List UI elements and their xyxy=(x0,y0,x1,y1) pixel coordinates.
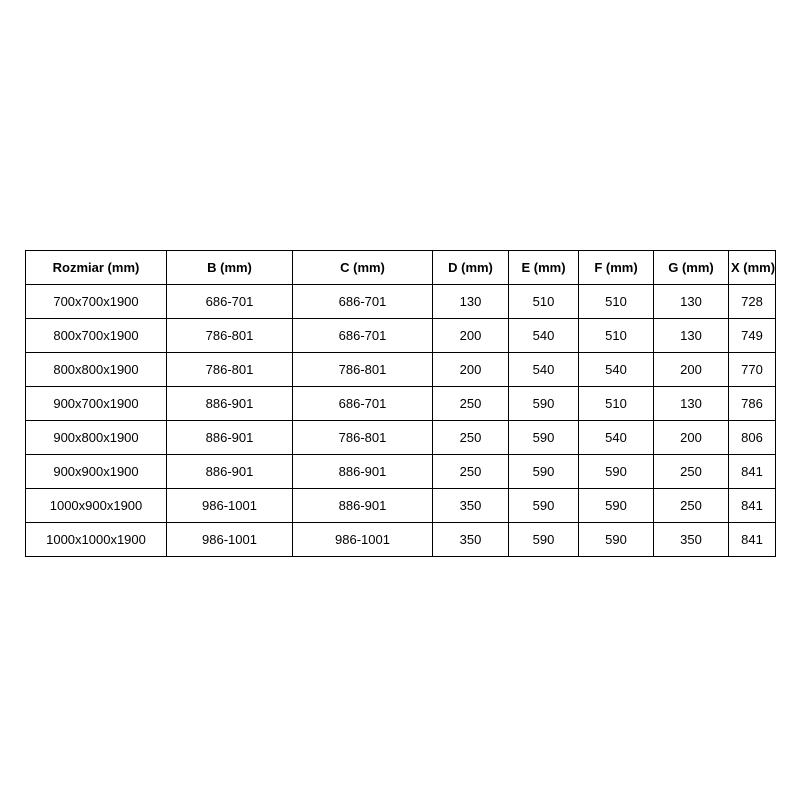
cell-x: 841 xyxy=(728,488,776,523)
cell-size: 1000x1000x1900 xyxy=(25,522,167,557)
cell-size: 700x700x1900 xyxy=(25,284,167,319)
table-row: 1000x1000x1900 986-1001 986-1001 350 590… xyxy=(25,522,776,557)
cell-b: 686-701 xyxy=(166,284,293,319)
cell-e: 590 xyxy=(508,488,579,523)
cell-f: 510 xyxy=(578,318,654,353)
cell-x: 770 xyxy=(728,352,776,387)
cell-d: 350 xyxy=(432,488,509,523)
cell-e: 590 xyxy=(508,386,579,421)
cell-x: 728 xyxy=(728,284,776,319)
cell-g: 250 xyxy=(653,488,729,523)
cell-size: 1000x900x1900 xyxy=(25,488,167,523)
cell-size: 900x900x1900 xyxy=(25,454,167,489)
cell-b: 786-801 xyxy=(166,352,293,387)
cell-c: 686-701 xyxy=(292,386,433,421)
cell-f: 540 xyxy=(578,420,654,455)
table-header: Rozmiar (mm) B (mm) C (mm) D (mm) E (mm)… xyxy=(25,250,776,285)
cell-e: 540 xyxy=(508,318,579,353)
cell-c: 786-801 xyxy=(292,420,433,455)
cell-x: 841 xyxy=(728,454,776,489)
cell-f: 590 xyxy=(578,488,654,523)
table-body: 700x700x1900 686-701 686-701 130 510 510… xyxy=(25,284,776,557)
cell-c: 786-801 xyxy=(292,352,433,387)
cell-b: 786-801 xyxy=(166,318,293,353)
cell-c: 686-701 xyxy=(292,284,433,319)
cell-b: 986-1001 xyxy=(166,488,293,523)
column-header-c: C (mm) xyxy=(292,250,433,285)
cell-g: 130 xyxy=(653,386,729,421)
table-row: 900x900x1900 886-901 886-901 250 590 590… xyxy=(25,454,776,489)
cell-g: 250 xyxy=(653,454,729,489)
shower-enclosure-dimensions-table: Rozmiar (mm) B (mm) C (mm) D (mm) E (mm)… xyxy=(25,250,776,557)
cell-d: 130 xyxy=(432,284,509,319)
cell-f: 590 xyxy=(578,522,654,557)
cell-e: 590 xyxy=(508,522,579,557)
cell-size: 800x700x1900 xyxy=(25,318,167,353)
table-row: 1000x900x1900 986-1001 886-901 350 590 5… xyxy=(25,488,776,523)
cell-e: 510 xyxy=(508,284,579,319)
table-row: 900x700x1900 886-901 686-701 250 590 510… xyxy=(25,386,776,421)
cell-x: 841 xyxy=(728,522,776,557)
column-header-f: F (mm) xyxy=(578,250,654,285)
cell-b: 986-1001 xyxy=(166,522,293,557)
cell-g: 130 xyxy=(653,318,729,353)
cell-e: 590 xyxy=(508,454,579,489)
cell-b: 886-901 xyxy=(166,454,293,489)
cell-f: 510 xyxy=(578,284,654,319)
cell-x: 749 xyxy=(728,318,776,353)
cell-size: 800x800x1900 xyxy=(25,352,167,387)
cell-g: 130 xyxy=(653,284,729,319)
cell-c: 986-1001 xyxy=(292,522,433,557)
column-header-b: B (mm) xyxy=(166,250,293,285)
cell-d: 250 xyxy=(432,420,509,455)
cell-b: 886-901 xyxy=(166,386,293,421)
cell-x: 786 xyxy=(728,386,776,421)
cell-f: 510 xyxy=(578,386,654,421)
table-row: 700x700x1900 686-701 686-701 130 510 510… xyxy=(25,284,776,319)
cell-size: 900x700x1900 xyxy=(25,386,167,421)
column-header-g: G (mm) xyxy=(653,250,729,285)
cell-d: 200 xyxy=(432,318,509,353)
cell-d: 200 xyxy=(432,352,509,387)
table-row: 800x700x1900 786-801 686-701 200 540 510… xyxy=(25,318,776,353)
cell-c: 686-701 xyxy=(292,318,433,353)
cell-e: 590 xyxy=(508,420,579,455)
table-row: 800x800x1900 786-801 786-801 200 540 540… xyxy=(25,352,776,387)
cell-f: 540 xyxy=(578,352,654,387)
cell-g: 200 xyxy=(653,352,729,387)
cell-g: 350 xyxy=(653,522,729,557)
cell-f: 590 xyxy=(578,454,654,489)
table-row: 900x800x1900 886-901 786-801 250 590 540… xyxy=(25,420,776,455)
cell-x: 806 xyxy=(728,420,776,455)
cell-e: 540 xyxy=(508,352,579,387)
cell-c: 886-901 xyxy=(292,488,433,523)
cell-d: 250 xyxy=(432,454,509,489)
cell-d: 250 xyxy=(432,386,509,421)
cell-c: 886-901 xyxy=(292,454,433,489)
column-header-e: E (mm) xyxy=(508,250,579,285)
column-header-x: X (mm) xyxy=(728,250,776,285)
cell-d: 350 xyxy=(432,522,509,557)
spec-table-container: Rozmiar (mm) B (mm) C (mm) D (mm) E (mm)… xyxy=(25,250,776,557)
cell-size: 900x800x1900 xyxy=(25,420,167,455)
column-header-d: D (mm) xyxy=(432,250,509,285)
column-header-rozmiar: Rozmiar (mm) xyxy=(25,250,167,285)
table-header-row: Rozmiar (mm) B (mm) C (mm) D (mm) E (mm)… xyxy=(25,250,776,285)
cell-b: 886-901 xyxy=(166,420,293,455)
cell-g: 200 xyxy=(653,420,729,455)
